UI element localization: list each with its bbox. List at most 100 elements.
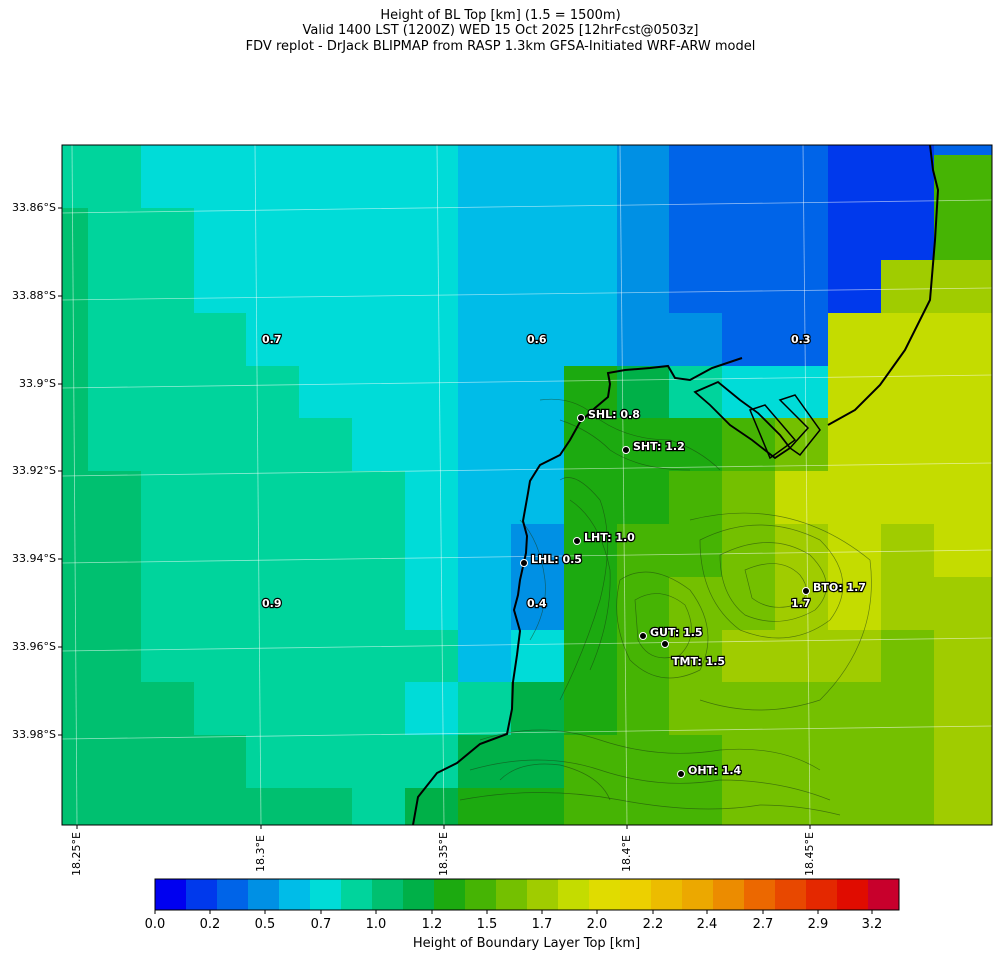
bl-height-cell bbox=[141, 682, 195, 736]
bl-height-cell bbox=[511, 735, 565, 789]
bl-height-cell bbox=[828, 260, 882, 314]
bl-height-cell bbox=[775, 145, 829, 156]
lon-label: 18.4°E bbox=[620, 835, 633, 872]
bl-height-cell bbox=[352, 366, 406, 419]
grid-value-label: 0.4 bbox=[527, 597, 547, 610]
bl-height-cell bbox=[564, 260, 618, 314]
colorbar-tick-label: 0.5 bbox=[254, 917, 276, 932]
bl-height-cell bbox=[669, 577, 723, 631]
coastline-east bbox=[827, 145, 940, 426]
terrain-contour bbox=[559, 419, 691, 471]
bl-height-cell bbox=[722, 735, 776, 789]
terrain-contour bbox=[459, 792, 841, 816]
bl-height-cell bbox=[881, 208, 935, 261]
terrain-contour bbox=[719, 542, 827, 622]
bl-height-cell bbox=[617, 735, 670, 789]
bl-height-cell bbox=[881, 788, 935, 825]
bl-height-cell bbox=[828, 630, 882, 683]
bl-height-cell bbox=[194, 145, 247, 156]
bl-height-cell bbox=[299, 145, 353, 156]
bl-height-cell bbox=[299, 682, 353, 736]
bl-height-cell bbox=[141, 366, 195, 419]
bl-height-cell bbox=[194, 471, 247, 525]
bl-height-cell bbox=[62, 366, 89, 419]
bl-height-cell bbox=[88, 471, 142, 525]
grid-value-label: 0.7 bbox=[262, 333, 282, 346]
bl-height-cell bbox=[246, 208, 300, 261]
bl-height-cell bbox=[511, 682, 565, 736]
bl-height-cell bbox=[141, 630, 195, 683]
bl-height-cell bbox=[352, 471, 406, 525]
bl-height-cell bbox=[405, 471, 459, 525]
bl-height-cell bbox=[405, 145, 459, 156]
bl-height-cell bbox=[352, 155, 406, 209]
bl-height-cell bbox=[511, 471, 565, 525]
graticule-lon-line bbox=[254, 145, 262, 825]
bl-height-cell bbox=[405, 313, 459, 367]
bl-height-cell bbox=[88, 524, 142, 578]
bl-height-cell bbox=[881, 366, 935, 419]
bl-height-cell bbox=[141, 260, 195, 314]
station-label: BTO: 1.7 bbox=[813, 581, 866, 594]
station-dot bbox=[577, 414, 585, 422]
colorbar-tick-label: 1.0 bbox=[365, 917, 387, 932]
bl-height-cell bbox=[194, 366, 247, 419]
bl-height-cell bbox=[934, 260, 992, 314]
bl-height-cell bbox=[88, 682, 142, 736]
bl-height-cell bbox=[669, 524, 723, 578]
colorbar-swatch bbox=[434, 879, 466, 910]
bl-height-cell bbox=[934, 366, 992, 419]
terrain-contour bbox=[479, 729, 821, 771]
station-label: GUT: 1.5 bbox=[650, 626, 703, 639]
bl-height-cell bbox=[352, 630, 406, 683]
bl-height-cell bbox=[141, 155, 195, 209]
bl-height-cell bbox=[564, 630, 618, 683]
terrain-contour bbox=[616, 571, 709, 679]
bl-height-cell bbox=[246, 735, 300, 789]
bl-height-cell bbox=[62, 418, 89, 472]
bl-height-cell bbox=[62, 155, 89, 209]
bl-height-cell bbox=[458, 145, 512, 156]
graticule-lat-line bbox=[62, 549, 992, 564]
bl-height-cell bbox=[828, 145, 882, 156]
bl-height-cell bbox=[564, 788, 618, 825]
bl-height-cell bbox=[881, 155, 935, 209]
bl-height-cell bbox=[299, 418, 353, 472]
grid-value-label: 0.6 bbox=[527, 333, 547, 346]
harbour-breakwater bbox=[778, 394, 821, 457]
bl-height-cell bbox=[775, 208, 829, 261]
bl-height-cell bbox=[934, 145, 992, 156]
terrain-contour bbox=[634, 593, 692, 659]
colorbar-swatch bbox=[217, 879, 249, 910]
graticule-lon-line bbox=[619, 145, 628, 825]
coastline-west bbox=[412, 357, 743, 825]
bl-height-cell bbox=[722, 260, 776, 314]
bl-height-cell bbox=[564, 682, 618, 736]
bl-height-cell bbox=[246, 155, 300, 209]
station-dot bbox=[802, 587, 810, 595]
bl-height-cell bbox=[511, 418, 565, 472]
bl-height-cell bbox=[617, 208, 670, 261]
graticule-lat-line bbox=[62, 637, 992, 652]
bl-height-cell bbox=[564, 155, 618, 209]
bl-height-cell bbox=[617, 682, 670, 736]
bl-height-cell bbox=[669, 471, 723, 525]
station-dot bbox=[520, 559, 528, 567]
lat-label: 33.96°S bbox=[12, 640, 56, 653]
bl-height-cell bbox=[617, 577, 670, 631]
bl-height-cell bbox=[828, 313, 882, 367]
bl-height-cell bbox=[141, 208, 195, 261]
bl-height-cell bbox=[458, 208, 512, 261]
bl-height-cell bbox=[564, 313, 618, 367]
bl-height-cell bbox=[881, 735, 935, 789]
graticule bbox=[62, 145, 992, 825]
lat-label: 33.98°S bbox=[12, 728, 56, 741]
bl-height-cell bbox=[299, 471, 353, 525]
graticule-lon-line bbox=[71, 145, 78, 825]
bl-height-cell bbox=[88, 788, 142, 825]
graticule-lat-line bbox=[62, 287, 992, 301]
bl-height-cell bbox=[194, 577, 247, 631]
colorbar-tick-label: 2.2 bbox=[642, 917, 664, 932]
bl-height-cell bbox=[405, 577, 459, 631]
